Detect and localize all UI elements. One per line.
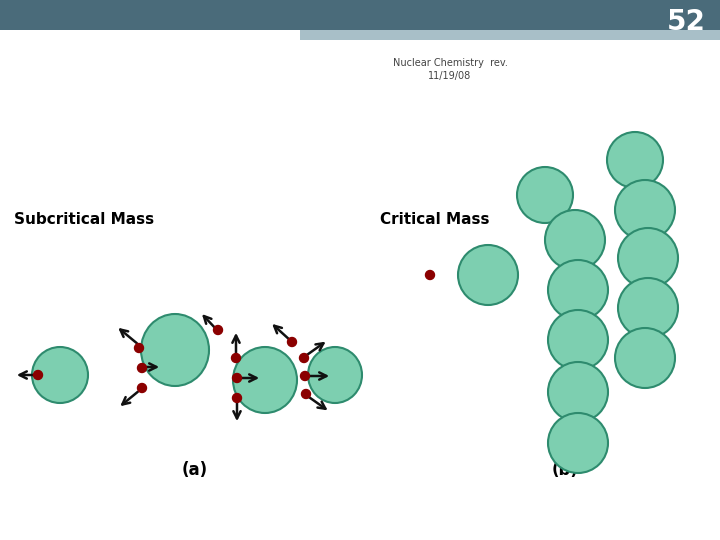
Text: (a): (a) — [182, 461, 208, 479]
Circle shape — [214, 326, 222, 334]
Circle shape — [138, 383, 146, 393]
Circle shape — [232, 354, 240, 362]
Ellipse shape — [607, 132, 663, 188]
Circle shape — [287, 338, 297, 347]
Ellipse shape — [548, 310, 608, 370]
Ellipse shape — [548, 413, 608, 473]
Text: Nuclear Chemistry  rev.
11/19/08: Nuclear Chemistry rev. 11/19/08 — [392, 58, 508, 81]
Ellipse shape — [233, 347, 297, 413]
Circle shape — [34, 370, 42, 380]
Circle shape — [426, 271, 434, 280]
Bar — [0, 0, 720, 30]
Circle shape — [300, 354, 308, 362]
Text: Critical Mass: Critical Mass — [380, 213, 490, 227]
Ellipse shape — [615, 180, 675, 240]
Ellipse shape — [141, 314, 209, 386]
Circle shape — [135, 343, 143, 353]
Ellipse shape — [548, 362, 608, 422]
Circle shape — [233, 374, 241, 382]
Ellipse shape — [32, 347, 88, 403]
Circle shape — [302, 389, 310, 399]
Text: (b): (b) — [552, 461, 578, 479]
Circle shape — [300, 372, 310, 381]
Text: 52: 52 — [667, 8, 706, 36]
Bar — [300, 30, 720, 40]
Ellipse shape — [548, 260, 608, 320]
Ellipse shape — [517, 167, 573, 223]
Ellipse shape — [308, 347, 362, 403]
Text: Subcritical Mass: Subcritical Mass — [14, 213, 154, 227]
Ellipse shape — [458, 245, 518, 305]
Ellipse shape — [618, 228, 678, 288]
Ellipse shape — [545, 210, 605, 270]
Circle shape — [138, 363, 146, 373]
Ellipse shape — [615, 328, 675, 388]
Ellipse shape — [618, 278, 678, 338]
Circle shape — [233, 394, 241, 402]
